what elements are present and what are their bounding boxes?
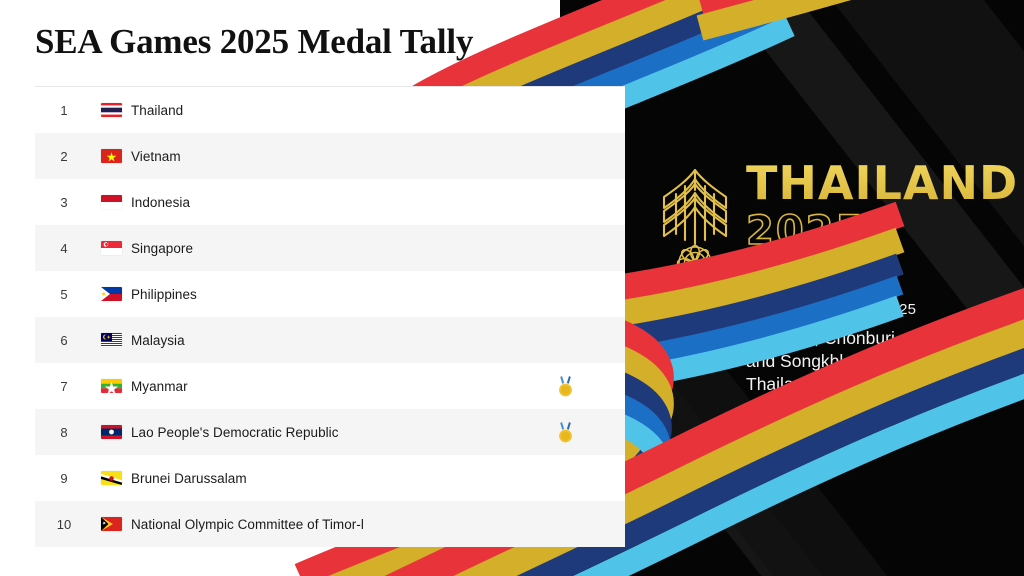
table-row[interactable]: 2 Vietnam bbox=[35, 133, 625, 179]
flag-malaysia bbox=[93, 333, 129, 347]
rank-cell: 1 bbox=[60, 102, 68, 118]
country-name-cell: Thailand bbox=[131, 102, 184, 118]
date-ordinal-start: th bbox=[754, 300, 763, 310]
country-name-cell: Lao People's Democratic Republic bbox=[131, 424, 339, 440]
medal-cell bbox=[505, 375, 625, 397]
event-venue: Bangkok, Chonburi and Songkhla, Thailand… bbox=[746, 328, 895, 395]
country-name-cell: Malaysia bbox=[131, 332, 185, 348]
rank-cell: 6 bbox=[60, 332, 68, 348]
flag-malaysia bbox=[100, 333, 122, 347]
event-dates: 9th – 20th December 2025 bbox=[746, 300, 1024, 318]
flag-thailand bbox=[100, 103, 122, 117]
rank-cell: 3 bbox=[60, 194, 68, 210]
gold-medal-icon bbox=[558, 421, 572, 442]
flag-brunei bbox=[93, 471, 129, 485]
medal-tally-table: 1 Thailand 2 Vietnam 3 Indonesia 4 Singapor… bbox=[35, 86, 625, 547]
event-branding-panel: THAILAND 2025 9th – 20th December 2025 B… bbox=[560, 0, 1024, 576]
rank-cell: 7 bbox=[60, 378, 68, 394]
table-row[interactable]: 8 Lao People's Democratic Republic bbox=[35, 409, 625, 455]
table-row[interactable]: 9 Brunei Darussalam bbox=[35, 455, 625, 501]
rank-cell: 2 bbox=[60, 148, 68, 164]
rank-cell: 4 bbox=[60, 240, 68, 256]
flag-timor-leste bbox=[100, 517, 122, 531]
country-name-cell: Indonesia bbox=[131, 194, 190, 210]
flag-indonesia bbox=[100, 195, 122, 209]
flag-brunei bbox=[100, 471, 122, 485]
flag-myanmar bbox=[93, 379, 129, 393]
country-name-cell: Brunei Darussalam bbox=[131, 470, 247, 486]
wordmark-thailand: THAILAND bbox=[746, 156, 1019, 210]
rank-cell: 5 bbox=[60, 286, 68, 302]
country-name-cell: Myanmar bbox=[131, 378, 188, 394]
flag-myanmar bbox=[100, 379, 122, 393]
flag-timor bbox=[93, 517, 129, 531]
table-row[interactable]: 3 Indonesia bbox=[35, 179, 625, 225]
date-month-year: December 2025 bbox=[803, 301, 917, 318]
rank-cell: 9 bbox=[60, 470, 68, 486]
flag-vietnam bbox=[93, 149, 129, 163]
table-row[interactable]: 6 Malaysia bbox=[35, 317, 625, 363]
wordmark-year: 2025 bbox=[745, 208, 866, 254]
table-row[interactable]: 7 Myanmar bbox=[35, 363, 625, 409]
table-row[interactable]: 10 National Olympic Committee of Timor-l bbox=[35, 501, 625, 547]
thai-rosette-icon bbox=[676, 244, 714, 282]
flag-philippines bbox=[93, 287, 129, 301]
rank-cell: 8 bbox=[60, 424, 68, 440]
table-row[interactable]: 4 Singapore bbox=[35, 225, 625, 271]
country-name-cell: National Olympic Committee of Timor-l bbox=[131, 516, 364, 532]
country-name-cell: Philippines bbox=[131, 286, 197, 302]
gold-medal-icon bbox=[558, 375, 572, 396]
event-info: 9th – 20th December 2025 Bangkok, Chonbu… bbox=[746, 300, 1024, 396]
flag-singapore bbox=[100, 241, 122, 255]
page-title: SEA Games 2025 Medal Tally bbox=[35, 22, 474, 61]
flag-laos bbox=[93, 425, 129, 439]
date-range-dash: – 20 bbox=[762, 301, 797, 318]
table-row[interactable]: 1 Thailand bbox=[35, 87, 625, 133]
rank-cell: 10 bbox=[56, 516, 72, 532]
wordmark-group: THAILAND 2025 bbox=[745, 156, 1019, 254]
flag-philippines bbox=[100, 287, 122, 301]
flag-thailand bbox=[93, 103, 129, 117]
flag-indonesia bbox=[93, 195, 129, 209]
medal-cell bbox=[505, 421, 625, 443]
country-name-cell: Singapore bbox=[131, 240, 193, 256]
table-row[interactable]: 5 Philippines bbox=[35, 271, 625, 317]
flag-vietnam bbox=[100, 149, 122, 163]
emblem-svg bbox=[662, 168, 728, 282]
flag-singapore bbox=[93, 241, 129, 255]
thai-pavilion-emblem-icon bbox=[652, 164, 738, 282]
date-ordinal-end: th bbox=[796, 300, 804, 310]
country-name-cell: Vietnam bbox=[131, 148, 181, 164]
flag-laos bbox=[100, 425, 122, 439]
